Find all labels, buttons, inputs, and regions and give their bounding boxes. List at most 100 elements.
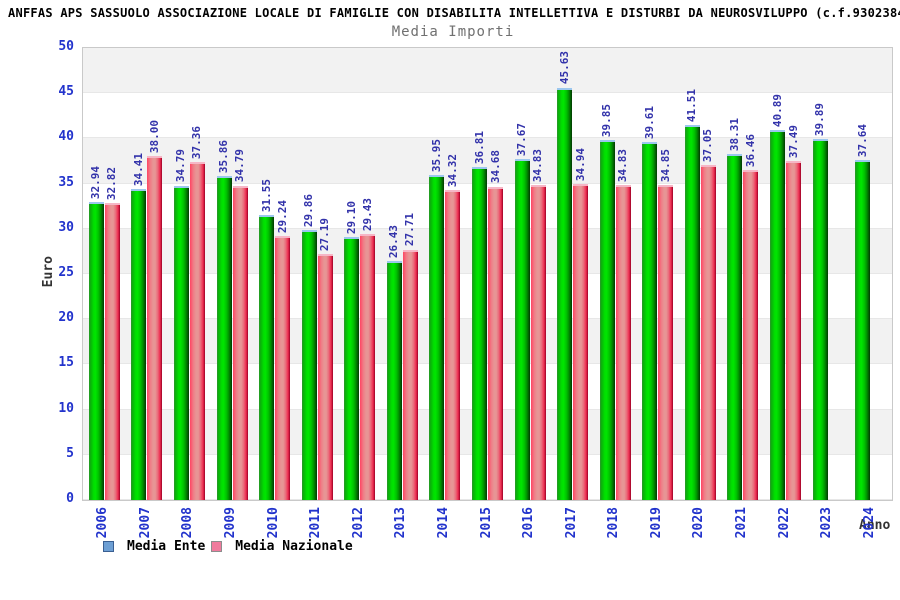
bar-green-2017 [557,87,573,500]
page-title: ANFFAS APS SASSUOLO ASSOCIAZIONE LOCALE … [8,6,900,20]
bar-red-2012 [360,233,376,500]
legend: Media Ente Media Nazionale [103,539,359,554]
value-label-red-2017: 34.94 [573,148,587,182]
bar-red-2022 [786,161,802,500]
bar-red-2006 [104,203,120,500]
bar-green-2013 [386,261,402,500]
value-label-red-2016: 34.83 [531,149,545,183]
x-tick-label-2022: 2022 [776,507,792,539]
y-tick-label: 15 [58,355,74,371]
value-label-green-2022: 40.89 [770,94,784,128]
value-label-green-2017: 45.63 [557,51,571,85]
value-label-green-2020: 41.51 [685,88,699,122]
x-tick-label-2008: 2008 [180,507,196,539]
bar-green-2007 [131,188,147,500]
x-tick-label-2023: 2023 [819,507,835,539]
bar-red-2019 [658,184,674,500]
value-label-green-2010: 31.55 [259,178,273,212]
bar-green-2014 [429,175,445,500]
y-tick-label: 35 [58,174,74,190]
value-label-green-2019: 39.61 [642,105,656,139]
legend-label-red: Media Nazionale [235,539,353,554]
value-label-red-2019: 34.85 [658,148,672,182]
bar-red-2020 [700,165,716,500]
bar-green-2015 [472,167,487,500]
value-label-green-2014: 35.95 [429,138,443,173]
value-label-green-2018: 39.85 [600,103,614,137]
x-tick-label-2016: 2016 [521,507,537,539]
plot-area: 32.94 32.82 34.41 38.00 34.79 37.36 35.86 34.79… [82,47,893,501]
bar-green-2006 [88,202,104,500]
legend-label-green: Media Ente [127,539,206,554]
legend-swatch-green [103,541,114,552]
legend-item-green: Media Ente [103,539,205,554]
bar-green-2024 [855,159,871,500]
bar-red-2014 [445,189,461,500]
bar-green-2012 [344,236,360,500]
grid-band [83,48,892,94]
value-label-green-2009: 35.86 [217,139,231,173]
value-label-red-2014: 34.32 [445,153,459,187]
bar-red-2015 [488,186,503,500]
value-label-green-2008: 34.79 [174,149,188,183]
x-tick-label-2015: 2015 [478,507,494,539]
value-label-green-2016: 37.67 [515,123,529,157]
legend-swatch-red [211,541,223,552]
x-tick-label-2006: 2006 [95,507,111,539]
value-label-red-2008: 37.36 [190,126,204,160]
bar-green-2008 [173,185,189,500]
value-label-red-2012: 29.43 [360,197,374,231]
bar-red-2009 [232,185,248,500]
grid-band [83,93,892,139]
y-tick-label: 0 [66,491,74,506]
value-label-green-2015: 36.81 [472,131,486,165]
value-label-red-2015: 34.68 [488,150,502,184]
x-tick-label-2012: 2012 [350,507,366,539]
y-tick-label: 30 [58,219,74,235]
value-label-red-2018: 34.83 [616,149,630,183]
value-label-red-2013: 27.71 [403,213,417,247]
x-tick-label-2021: 2021 [733,507,749,539]
x-tick-label-2009: 2009 [223,507,239,539]
x-tick-label-2024: 2024 [861,507,877,539]
value-label-red-2007: 38.00 [147,120,161,154]
bar-green-2016 [514,159,530,500]
y-tick-label: 50 [58,39,74,54]
bar-green-2021 [727,153,743,500]
bar-green-2023 [812,139,828,500]
bar-green-2019 [642,141,658,500]
x-tick-label-2019: 2019 [648,507,664,539]
value-label-green-2012: 29.10 [344,200,358,234]
bar-red-2018 [615,185,631,500]
x-tick-label-2007: 2007 [137,507,153,539]
value-label-red-2009: 34.79 [233,149,247,183]
value-label-green-2007: 34.41 [131,152,145,186]
y-tick-label: 10 [58,400,74,416]
value-label-red-2020: 37.05 [701,128,715,163]
bar-green-2011 [301,230,317,500]
value-label-red-2011: 27.19 [318,218,332,252]
bar-red-2010 [275,235,291,500]
value-label-red-2006: 32.82 [105,167,119,201]
bar-red-2016 [530,185,546,500]
x-axis-label: Anno [859,518,891,533]
bar-green-2009 [216,175,232,500]
bar-green-2018 [599,139,615,500]
x-tick-label-2017: 2017 [563,507,579,539]
x-tick-label-2020: 2020 [691,507,707,539]
value-label-green-2011: 29.86 [302,193,316,228]
bar-red-2021 [743,170,759,500]
bar-green-2010 [259,214,275,500]
x-tick-label-2013: 2013 [393,507,409,539]
value-label-red-2022: 37.49 [786,124,800,159]
value-label-green-2013: 26.43 [387,224,401,259]
bar-red-2008 [189,162,205,500]
legend-item-red: Media Nazionale [211,539,353,554]
x-tick-label-2010: 2010 [265,507,281,539]
x-tick-label-2011: 2011 [308,507,324,539]
value-label-red-2010: 29.24 [275,199,289,233]
y-tick-label: 45 [58,84,74,100]
bar-green-2022 [770,130,786,500]
x-tick-label-2014: 2014 [435,507,451,539]
